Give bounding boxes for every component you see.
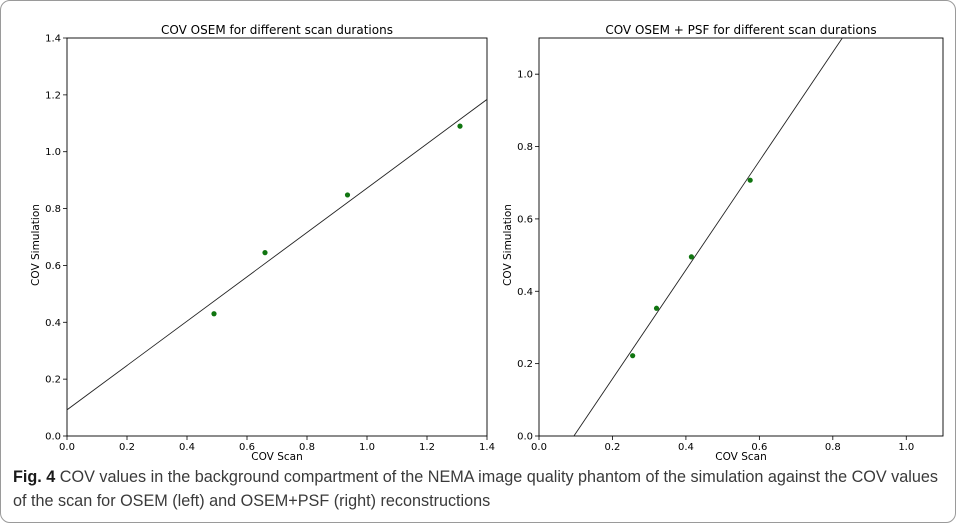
chart1-x-tick-label: 0.4: [179, 442, 195, 453]
chart1-y-tick-label: 0.6: [45, 261, 61, 272]
chart1-y-tick-label: 0.0: [45, 432, 61, 443]
chart1-data-point: [457, 123, 463, 129]
chart2-axes-frame: [538, 37, 944, 437]
chart1-x-tick-label: 0.6: [239, 442, 255, 453]
chart2-x-tick-label: 0.6: [751, 442, 767, 453]
chart2-title: COV OSEM + PSF for different scan durati…: [605, 23, 876, 37]
chart1-group: 0.0 0.2 0.4 0.6 0.8 1.0 1.2 1.4 0.0 0.2 0.4 0.6 0.8 1…: [30, 23, 495, 461]
chart2-x-tick-label: 0.8: [825, 442, 841, 453]
figure-charts: 0.0 0.2 0.4 0.6 0.8 1.0 1.2 1.4 0.0 0.2 0.4 0.6 0.8 1…: [30, 23, 944, 461]
chart1-fit-line: [67, 99, 487, 411]
chart1-axes-frame: [66, 37, 488, 437]
chart2-x-tick-label: 0.0: [531, 442, 547, 453]
chart1-data-point: [344, 192, 351, 198]
chart2-y-tick-label: 0.4: [517, 287, 533, 298]
chart1-data-point: [211, 311, 217, 317]
chart1-y-tick-label: 1.2: [45, 90, 61, 101]
chart2-group: 0.0 0.2 0.4 0.6 0.8 1.0 0.0 0.2 0.4 0.6 0.8 1.0 COV …: [502, 23, 944, 461]
chart1-title: COV OSEM for different scan durations: [161, 23, 393, 37]
chart1-y-tick-label: 1.4: [45, 34, 61, 45]
chart2-data-point: [747, 177, 753, 183]
chart1-x-tick-label: 0.8: [299, 442, 315, 453]
chart1-y-axis-label: COV Simulation: [30, 204, 42, 286]
chart1-x-tick-label: 1.4: [479, 442, 495, 453]
chart2-data-point: [688, 254, 695, 260]
chart2-x-axis-label: COV Scan: [715, 451, 766, 461]
chart1-x-tick-label: 0.2: [119, 442, 135, 453]
chart2-y-tick-label: 0.8: [517, 142, 533, 153]
chart2-y-tick-label: 0.6: [517, 214, 533, 225]
chart2-x-tick-label: 0.2: [605, 442, 621, 453]
chart1-x-axis-label: COV Scan: [251, 451, 302, 461]
figure-caption-label: Fig. 4: [13, 468, 56, 486]
chart2-y-axis-label: COV Simulation: [502, 204, 514, 286]
chart2-fit-line: [573, 38, 843, 436]
chart2-y-tick-label: 1.0: [517, 70, 533, 81]
chart1-y-tick-label: 1.0: [45, 147, 61, 158]
chart2-data-point: [630, 353, 636, 359]
chart1-x-tick-label: 1.2: [419, 442, 435, 453]
chart1-y-tick-label: 0.8: [45, 204, 61, 215]
chart1-data-point: [262, 250, 268, 256]
figure-caption: Fig. 4 COV values in the background comp…: [13, 465, 945, 513]
chart2-x-tick-label: 0.4: [678, 442, 694, 453]
chart1-y-tick-label: 0.4: [45, 318, 61, 329]
chart2-y-tick-label: 0.2: [517, 359, 533, 370]
chart2-y-tick-label: 0.0: [517, 432, 533, 443]
chart2-x-tick-label: 1.0: [898, 442, 914, 453]
chart1-x-tick-label: 1.0: [359, 442, 375, 453]
chart1-y-tick-label: 0.2: [45, 375, 61, 386]
chart2-data-point: [653, 305, 660, 311]
chart1-x-tick-label: 0.0: [59, 442, 75, 453]
figure-caption-text: COV values in the background compartment…: [13, 468, 938, 510]
